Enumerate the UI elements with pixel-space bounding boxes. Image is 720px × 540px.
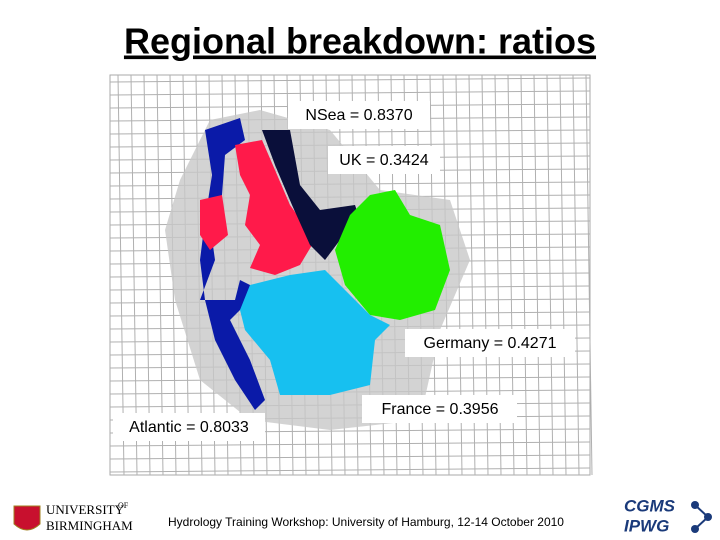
cgms-ipwg-logo: CGMS IPWG xyxy=(624,496,712,535)
grid-line xyxy=(109,454,591,460)
logo-link xyxy=(694,504,710,530)
label-box xyxy=(113,413,265,441)
uk-region xyxy=(235,140,315,275)
ireland-region xyxy=(200,195,228,250)
logo-text: CGMS xyxy=(624,496,676,515)
grid-line xyxy=(130,74,138,476)
region-label: France = 0.3956 xyxy=(382,401,499,418)
region-label: NSea = 0.8370 xyxy=(305,107,412,124)
atlantic-region xyxy=(200,118,265,410)
label-box xyxy=(328,146,440,174)
grid-line xyxy=(109,441,591,447)
grid-line xyxy=(109,90,591,96)
grid-line xyxy=(117,74,125,476)
grid-line xyxy=(109,77,591,83)
france-region xyxy=(240,270,390,395)
region-label: UK = 0.3424 xyxy=(339,152,429,169)
grid-line xyxy=(143,74,151,476)
map xyxy=(109,74,593,476)
grid-line xyxy=(109,142,591,148)
grid-line xyxy=(585,74,593,476)
germany-region xyxy=(335,190,450,320)
label-box xyxy=(405,329,575,357)
grid-line xyxy=(109,467,591,473)
logo-text: BIRMINGHAM xyxy=(46,518,133,533)
grid-line xyxy=(520,74,528,476)
nsea-region xyxy=(262,130,360,260)
grid-line xyxy=(559,74,567,476)
grid-line xyxy=(533,74,541,476)
grid-line xyxy=(109,129,591,135)
label-box xyxy=(362,395,517,423)
crest xyxy=(13,505,41,531)
logo-text: IPWG xyxy=(624,516,669,535)
birmingham-logo: UNIVERSITY OF BIRMINGHAM xyxy=(13,501,133,533)
grid-line xyxy=(546,74,554,476)
label-box xyxy=(288,101,430,129)
slide-title: Regional breakdown: ratios xyxy=(124,21,596,62)
logo-text: UNIVERSITY xyxy=(46,502,125,517)
grid-line xyxy=(572,74,580,476)
footer: Hydrology Training Workshop: University … xyxy=(168,515,564,529)
region-label: Atlantic = 0.8033 xyxy=(129,419,249,436)
region-label: Germany = 0.4271 xyxy=(424,335,557,352)
grid-line xyxy=(156,74,164,476)
logo-text: OF xyxy=(118,501,129,510)
